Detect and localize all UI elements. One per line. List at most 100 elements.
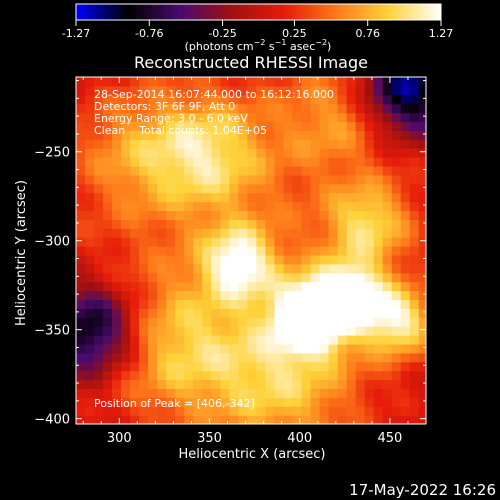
heatmap-cell [103,112,113,123]
heatmap-cell [202,121,212,131]
heatmap-cell [112,157,122,167]
heatmap-cell [283,165,294,176]
heatmap-cell [103,219,113,229]
heatmap-cell [337,335,348,345]
heatmap-cell [130,343,140,354]
heatmap-cell [382,415,393,424]
heatmap-cell [301,281,312,292]
heatmap-cell [229,352,239,363]
heatmap-cell [247,139,258,149]
heatmap-cell [130,352,140,363]
heatmap-cell [184,121,194,131]
heatmap-cell [85,246,95,256]
heatmap-cell [94,94,104,105]
heatmap-cell [265,165,276,176]
heatmap-cell [391,192,402,203]
heatmap-cell [409,281,420,292]
heatmap-cell [328,379,339,390]
heatmap-cell [130,263,140,274]
heatmap-cell [400,139,411,149]
heatmap-cell [337,139,348,149]
heatmap-cell [301,237,312,247]
heatmap-cell [256,299,267,309]
heatmap-cell [373,130,384,140]
heatmap-cell [220,263,230,274]
heatmap-cell [85,281,95,292]
heatmap-cell [274,130,285,140]
heatmap-cell [139,254,149,265]
heatmap-cell [382,85,393,96]
heatmap-cell [202,237,212,247]
heatmap-cell [247,201,258,212]
heatmap-cell [301,210,312,220]
heatmap-cell [238,263,248,274]
heatmap-cell [220,130,230,140]
heatmap-cell [346,94,357,105]
heatmap-cell [130,219,140,229]
heatmap-cell [274,246,285,256]
heatmap-cell [229,121,239,131]
heatmap-cell [112,165,122,176]
heatmap-cell [364,361,375,372]
heatmap-cell [328,254,339,265]
heatmap-cell [76,246,86,256]
heatmap-cell [157,85,167,96]
heatmap-cell [337,352,348,363]
heatmap-cell [409,192,420,203]
heatmap-cell [148,130,158,140]
heatmap-cell [121,201,131,212]
heatmap-cell [247,77,258,87]
heatmap-cell [76,290,86,301]
heatmap-cell [175,94,185,105]
colorbar-tick-label: 0.25 [282,27,307,40]
heatmap-cell [274,388,285,398]
heatmap-cell [211,139,221,149]
heatmap-cell [184,281,194,292]
heatmap-cell [355,272,366,283]
heatmap-cell [148,201,158,212]
heatmap-cell [157,94,167,105]
heatmap-cell [409,139,420,149]
heatmap-cell [337,379,348,390]
heatmap-cell [274,415,285,424]
footer-timestamp: 17-May-2022 16:26 [349,481,496,499]
heatmap-cell [301,165,312,176]
heatmap-cell [373,263,384,274]
heatmap-cell [256,254,267,265]
heatmap-cell [202,165,212,176]
heatmap-cell [202,103,212,114]
heatmap-cell [346,192,357,203]
heatmap-cell [283,201,294,212]
heatmap-cell [85,254,95,265]
heatmap-cell [409,263,420,274]
heatmap-cell [319,343,330,354]
heatmap-cell [94,343,104,354]
heatmap-cell [400,272,411,283]
heatmap-cell [292,174,303,185]
heatmap-cell [409,165,420,176]
heatmap-cell [328,219,339,229]
heatmap-cell [346,148,357,158]
heatmap-cell [184,183,194,194]
heatmap-cell [175,219,185,229]
heatmap-cell [364,157,375,167]
heatmap-cell [346,237,357,247]
heatmap-cell [265,192,276,203]
heatmap-cell [301,370,312,381]
heatmap-cell [139,139,149,149]
heatmap-cell [157,388,167,398]
heatmap-cell [211,370,221,381]
heatmap-cell [256,361,267,372]
peak-position-label: Position of Peak = [406,-342] [94,397,255,410]
heatmap-cell [202,290,212,301]
heatmap-cell [184,406,194,416]
heatmap-cell [94,85,104,96]
heatmap-cell [85,290,95,301]
heatmap-cell [364,192,375,203]
heatmap-cell [256,343,267,354]
heatmap-cell [400,77,411,87]
heatmap-cell [166,174,176,185]
heatmap-cell [193,148,203,158]
heatmap-cell [274,157,285,167]
heatmap-cell [103,139,113,149]
